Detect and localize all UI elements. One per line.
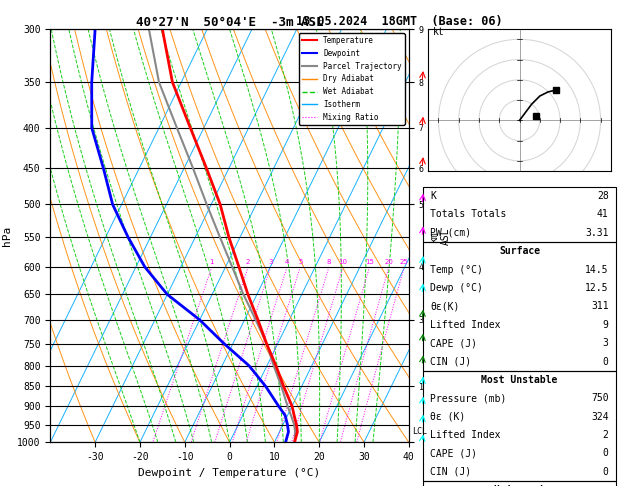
Text: Temp (°C): Temp (°C)	[430, 265, 483, 275]
Text: 3.31: 3.31	[585, 228, 609, 238]
Text: 14.5: 14.5	[585, 265, 609, 275]
Text: 13.05.2024  18GMT  (Base: 06): 13.05.2024 18GMT (Base: 06)	[296, 15, 503, 28]
Text: 20: 20	[384, 259, 393, 265]
Text: 750: 750	[591, 393, 609, 403]
Text: 0: 0	[603, 357, 609, 366]
Text: θε (K): θε (K)	[430, 412, 465, 422]
Text: CIN (J): CIN (J)	[430, 357, 472, 366]
Text: Lifted Index: Lifted Index	[430, 430, 501, 440]
Text: θε(K): θε(K)	[430, 301, 460, 312]
Text: Hodograph: Hodograph	[493, 485, 546, 486]
Text: 10: 10	[338, 259, 348, 265]
Text: PW (cm): PW (cm)	[430, 228, 472, 238]
Text: 0: 0	[603, 449, 609, 458]
Text: Pressure (mb): Pressure (mb)	[430, 393, 507, 403]
Text: 9: 9	[603, 320, 609, 330]
Legend: Temperature, Dewpoint, Parcel Trajectory, Dry Adiabat, Wet Adiabat, Isotherm, Mi: Temperature, Dewpoint, Parcel Trajectory…	[299, 33, 405, 125]
Text: 311: 311	[591, 301, 609, 312]
Text: 28: 28	[597, 191, 609, 201]
Text: 8: 8	[326, 259, 331, 265]
Text: 0: 0	[603, 467, 609, 477]
Text: Dewp (°C): Dewp (°C)	[430, 283, 483, 293]
Y-axis label: hPa: hPa	[1, 226, 11, 246]
Text: 2: 2	[603, 430, 609, 440]
Text: 4: 4	[285, 259, 289, 265]
Text: 1: 1	[209, 259, 214, 265]
Text: kt: kt	[432, 27, 444, 37]
Text: CIN (J): CIN (J)	[430, 467, 472, 477]
Text: Lifted Index: Lifted Index	[430, 320, 501, 330]
Bar	[423, 187, 616, 242]
Text: Surface: Surface	[499, 246, 540, 256]
Text: 41: 41	[597, 209, 609, 220]
Text: 5: 5	[298, 259, 303, 265]
Text: 25: 25	[400, 259, 409, 265]
Text: 2: 2	[246, 259, 250, 265]
Text: Totals Totals: Totals Totals	[430, 209, 507, 220]
Text: CAPE (J): CAPE (J)	[430, 338, 477, 348]
Bar	[423, 481, 616, 486]
Bar	[423, 371, 616, 481]
Bar	[423, 242, 616, 371]
Text: Most Unstable: Most Unstable	[481, 375, 558, 385]
Y-axis label: km
ASL: km ASL	[429, 227, 451, 244]
X-axis label: Dewpoint / Temperature (°C): Dewpoint / Temperature (°C)	[138, 468, 321, 478]
Title: 40°27'N  50°04'E  -3m ASL: 40°27'N 50°04'E -3m ASL	[136, 16, 323, 29]
Text: CAPE (J): CAPE (J)	[430, 449, 477, 458]
Text: K: K	[430, 191, 437, 201]
Text: 3: 3	[269, 259, 273, 265]
Text: 3: 3	[603, 338, 609, 348]
Text: 324: 324	[591, 412, 609, 422]
Text: 12.5: 12.5	[585, 283, 609, 293]
Text: LCL: LCL	[413, 427, 428, 436]
Text: 15: 15	[365, 259, 374, 265]
